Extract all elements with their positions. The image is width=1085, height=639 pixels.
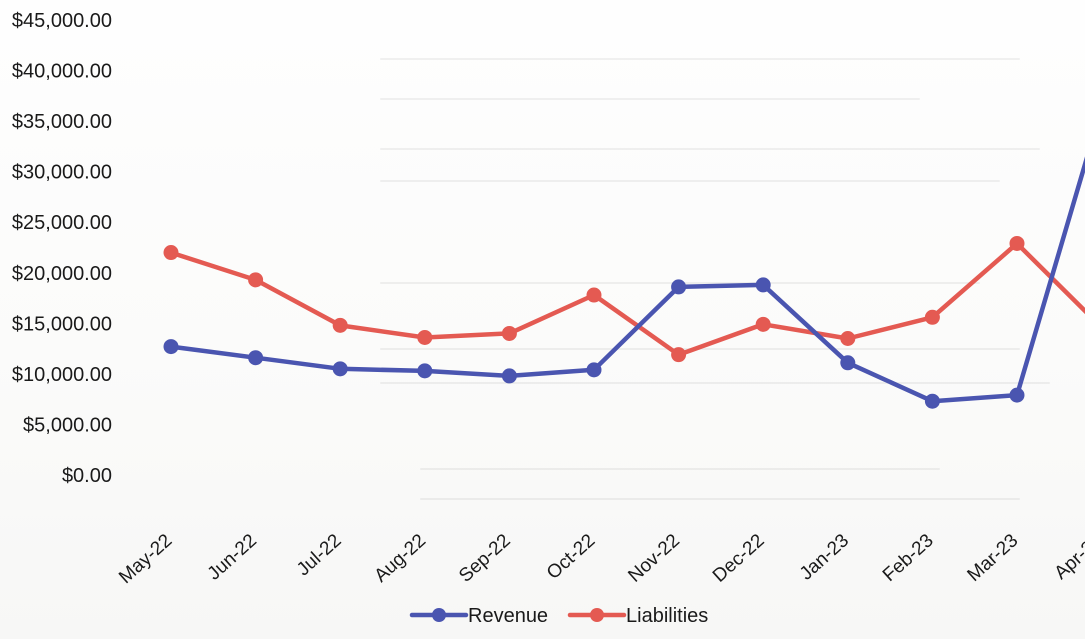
legend-item-liabilities: Liabilities bbox=[567, 605, 708, 627]
legend-label: Liabilities bbox=[626, 605, 708, 627]
y-tick-label: $40,000.00 bbox=[12, 61, 112, 83]
revenue-point bbox=[332, 361, 348, 377]
revenue-point bbox=[840, 355, 856, 371]
liabilities-point bbox=[248, 272, 264, 288]
liabilities-point bbox=[163, 245, 179, 261]
y-tick-label: $20,000.00 bbox=[12, 263, 112, 285]
x-tick-label: Apr-23 bbox=[1051, 530, 1085, 584]
y-tick-label: $5,000.00 bbox=[23, 414, 112, 436]
x-tick-label: Sep-22 bbox=[455, 530, 515, 587]
liabilities-point bbox=[671, 347, 687, 363]
liabilities-series bbox=[163, 235, 1085, 363]
revenue-point bbox=[417, 363, 433, 379]
y-axis: $0.00 $5,000.00 $10,000.00 $15,000.00 $20,00… bbox=[12, 10, 112, 487]
liabilities-point bbox=[417, 329, 433, 345]
y-tick-label: $15,000.00 bbox=[12, 313, 112, 335]
revenue-line bbox=[168, 156, 1085, 404]
x-axis: May-22 Jun-22 Jul-22 Aug-22 Sep-22 Oct-22 Nov-… bbox=[115, 530, 1085, 588]
revenue-point bbox=[163, 339, 179, 355]
y-tick-label: $45,000.00 bbox=[12, 10, 112, 32]
revenue-series bbox=[163, 156, 1085, 409]
x-tick-label: Jan-23 bbox=[796, 530, 853, 584]
series-layer bbox=[163, 156, 1085, 409]
y-tick-label: $10,000.00 bbox=[12, 364, 112, 386]
revenue-point bbox=[924, 393, 940, 409]
revenue-point bbox=[248, 350, 264, 366]
x-tick-label: Jun-22 bbox=[204, 530, 261, 584]
liabilities-point bbox=[924, 309, 940, 325]
liabilities-point bbox=[840, 331, 856, 346]
x-tick-label: Mar-23 bbox=[964, 530, 1023, 586]
legend-item-revenue: Revenue bbox=[409, 605, 548, 627]
legend-swatch-marker bbox=[432, 608, 446, 622]
revenue-point bbox=[671, 279, 687, 295]
liabilities-point bbox=[1009, 235, 1025, 251]
liabilities-point bbox=[586, 287, 602, 303]
liabilities-point bbox=[332, 317, 348, 333]
x-tick-label: Oct-22 bbox=[543, 530, 599, 584]
y-tick-label: $0.00 bbox=[62, 465, 112, 487]
y-tick-label: $35,000.00 bbox=[12, 111, 112, 133]
legend-swatch-marker bbox=[590, 608, 604, 622]
x-tick-label: May-22 bbox=[115, 530, 176, 588]
liabilities-point bbox=[501, 325, 517, 341]
revenue-point bbox=[755, 277, 771, 293]
x-tick-label: Aug-22 bbox=[371, 530, 431, 587]
liabilities-point bbox=[755, 316, 771, 332]
revenue-point bbox=[1009, 387, 1025, 403]
x-tick-label: Jul-22 bbox=[293, 530, 346, 580]
y-tick-label: $25,000.00 bbox=[12, 212, 112, 234]
y-tick-label: $30,000.00 bbox=[12, 162, 112, 184]
revenue-point bbox=[501, 368, 517, 384]
x-tick-label: Feb-23 bbox=[879, 530, 938, 586]
x-tick-label: Nov-22 bbox=[624, 530, 684, 587]
legend: Revenue Liabilities bbox=[409, 605, 708, 627]
legend-label: Revenue bbox=[468, 605, 548, 627]
revenue-point bbox=[586, 362, 602, 378]
x-tick-label: Dec-22 bbox=[709, 530, 769, 587]
